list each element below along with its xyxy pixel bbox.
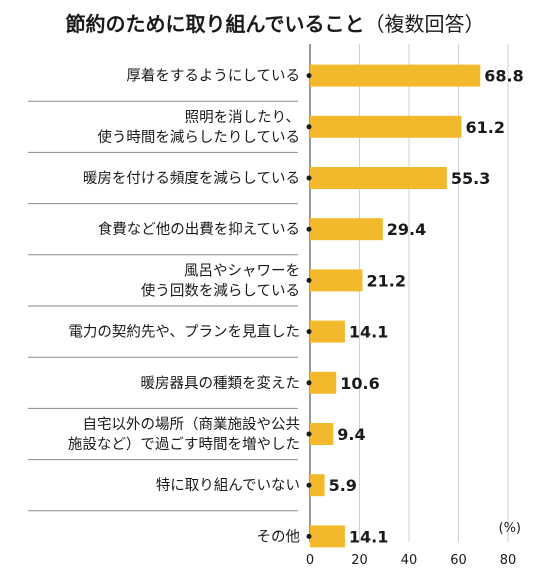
category-label: 使う時間を減らしたりしている: [97, 129, 300, 146]
bar: [310, 115, 462, 138]
bar: [310, 423, 334, 445]
value-label: 5.9: [329, 476, 357, 495]
bullet-dot: [306, 431, 312, 437]
bullet-dot: [306, 277, 312, 283]
category-label: 暖房を付ける頻度を減らしている: [83, 170, 300, 187]
x-tick-label: 20: [351, 553, 368, 568]
x-tick-label: 40: [401, 553, 418, 568]
unit-label: (%): [499, 521, 522, 536]
category-label: 食費など他の出費を抑えている: [98, 221, 300, 238]
value-label: 14.1: [349, 527, 388, 546]
value-label: 55.3: [451, 169, 490, 188]
bullet-dot: [306, 380, 312, 386]
bullet-dot: [306, 329, 312, 335]
bar: [310, 167, 447, 189]
value-label: 68.8: [484, 67, 523, 86]
bullet-dot: [306, 124, 312, 130]
bar: [310, 320, 345, 343]
category-label: 照明を消したり、: [185, 109, 300, 126]
value-label: 21.2: [366, 271, 405, 290]
category-label: 施設など）で過ごす時間を増やした: [68, 436, 300, 453]
bar: [310, 64, 481, 87]
bar: [310, 218, 383, 241]
category-label: 使う回数を減らしている: [141, 282, 300, 299]
x-tick-label: 60: [450, 553, 467, 568]
bullet-dot: [306, 73, 312, 79]
value-label: 9.4: [337, 425, 365, 444]
category-label: 厚着をするようにしている: [126, 68, 300, 85]
category-label: 風呂やシャワーを: [184, 262, 300, 279]
bar: [310, 474, 325, 497]
bar: [310, 525, 345, 548]
bullet-dot: [306, 175, 312, 181]
bar: [310, 269, 363, 292]
bullet-dot: [306, 226, 312, 232]
x-tick-label: 0: [306, 553, 314, 568]
bullet-dot: [306, 482, 312, 488]
value-label: 61.2: [465, 118, 504, 137]
title-main: 節約のために取り組んでいること: [65, 12, 365, 36]
value-label: 29.4: [387, 220, 426, 239]
value-label: 14.1: [349, 323, 388, 342]
category-label: 暖房器具の種類を変えた: [141, 375, 301, 392]
category-label: 自宅以外の場所（商業施設や公共: [83, 416, 301, 433]
x-tick-label: 80: [500, 553, 517, 568]
chart-title: 節約のために取り組んでいること（複数回答）: [0, 8, 550, 37]
bar: [310, 371, 337, 394]
value-label: 10.6: [340, 374, 379, 393]
bullet-dot: [306, 533, 312, 539]
category-label: 特に取り組んでいない: [156, 477, 300, 494]
category-label: 電力の契約先や、プランを見直した: [68, 324, 300, 341]
category-label: その他: [257, 528, 301, 545]
title-subtitle: （複数回答）: [364, 12, 485, 36]
